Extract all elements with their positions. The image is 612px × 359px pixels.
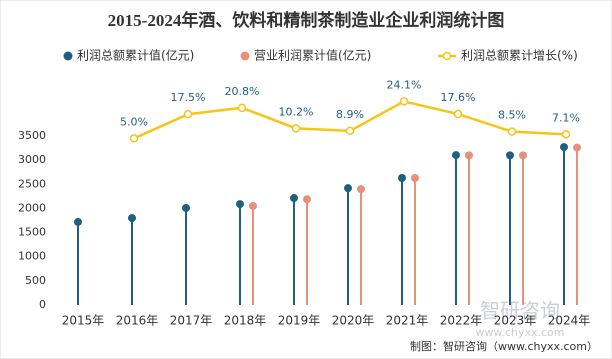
legend-label: 营业利润累计值(亿元): [254, 48, 371, 63]
source: 制图：智研咨询（www.chyxx.com）: [410, 339, 598, 353]
data-label: 8.9%: [336, 108, 364, 121]
lollipop-head: [236, 200, 244, 209]
data-label: 8.5%: [498, 109, 526, 122]
lollipop-head: [303, 195, 311, 204]
x-tick-label: 2024年: [548, 314, 591, 328]
data-label: 7.1%: [552, 111, 580, 124]
lollipop-head: [465, 151, 473, 160]
growth-point: [237, 103, 247, 113]
legend-label: 利润总额累计值(亿元): [77, 48, 194, 63]
x-tick-label: 2021年: [386, 314, 429, 328]
lollipop-head: [506, 151, 514, 160]
data-label: 10.2%: [279, 105, 314, 118]
data-label: 20.8%: [225, 85, 260, 98]
growth-point: [453, 109, 463, 119]
legend-swatch: [442, 51, 452, 61]
growth-point: [561, 130, 571, 139]
x-tick-label: 2018年: [224, 314, 267, 328]
data-label: 5.0%: [120, 115, 148, 128]
y-tick-label: 0: [39, 298, 46, 311]
lollipop-head: [249, 202, 257, 211]
lollipop-head: [344, 184, 352, 193]
x-tick-label: 2020年: [332, 314, 375, 328]
data-label: 24.1%: [387, 78, 422, 91]
y-tick-label: 1000: [18, 250, 46, 263]
lollipop-head: [74, 217, 82, 226]
y-tick-label: 1500: [18, 226, 46, 239]
y-tick-label: 2000: [18, 201, 46, 214]
growth-point: [291, 124, 301, 133]
chart-title: 2015-2024年酒、饮料和精制茶制造业企业利润统计图: [108, 10, 505, 30]
lollipop-head: [452, 151, 460, 160]
lollipop-head: [573, 143, 581, 152]
y-tick-label: 2500: [18, 177, 46, 190]
lollipop-head: [560, 143, 568, 152]
x-tick-label: 2023年: [494, 314, 537, 328]
growth-point: [507, 127, 517, 136]
lollipop-head: [290, 194, 298, 203]
x-tick-label: 2019年: [278, 314, 321, 328]
growth-point: [399, 97, 409, 106]
legend-swatch: [240, 51, 250, 61]
watermark-url: www.chyxx.com: [475, 326, 564, 339]
x-tick-label: 2016年: [116, 314, 159, 328]
x-tick-label: 2022年: [440, 314, 483, 328]
legend-label: 利润总额累计增长(%): [461, 49, 578, 63]
data-label: 17.5%: [171, 91, 206, 104]
x-tick-label: 2015年: [62, 314, 105, 328]
y-tick-label: 3500: [18, 129, 46, 142]
legend-swatch: [63, 51, 73, 61]
growth-point: [129, 134, 139, 143]
growth-point: [345, 126, 355, 136]
lollipop-head: [182, 203, 190, 212]
lollipop-head: [411, 174, 419, 183]
growth-point: [183, 109, 193, 119]
y-tick-label: 3000: [18, 153, 46, 166]
y-tick-label: 500: [25, 274, 46, 287]
data-label: 17.6%: [441, 91, 476, 104]
lollipop-head: [519, 151, 527, 160]
lollipop-head: [398, 174, 406, 183]
lollipop-head: [357, 185, 365, 194]
watermark: 智研咨询: [480, 299, 560, 323]
lollipop-head: [128, 214, 136, 223]
x-tick-label: 2017年: [170, 314, 213, 328]
